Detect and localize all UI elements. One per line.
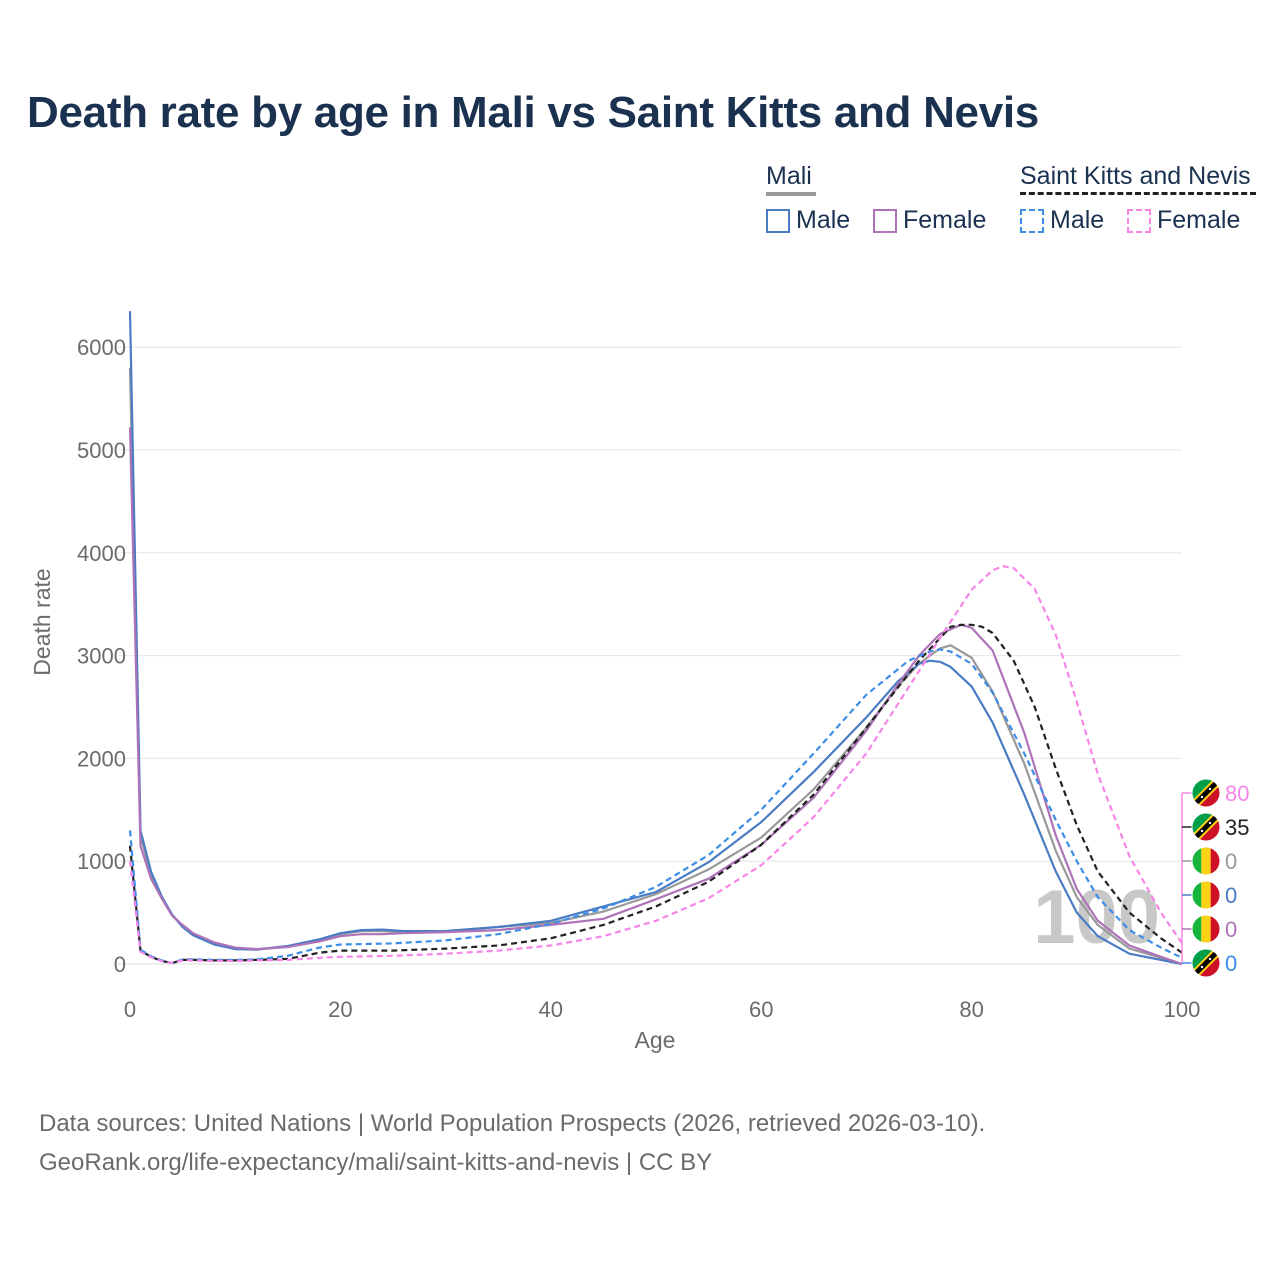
series-line-skn_female — [128, 565, 1183, 965]
mali-flag-icon — [1191, 914, 1221, 944]
saint-kitts-and-nevis-flag-icon — [1191, 812, 1221, 842]
y-tick-label-3000: 3000 — [77, 644, 126, 669]
y-tick-label-5000: 5000 — [77, 438, 126, 463]
x-tick-label-80: 80 — [959, 997, 983, 1022]
legend-mali-title-text: Mali — [766, 162, 812, 190]
legend-skn-female[interactable]: Female — [1127, 206, 1240, 235]
end-label-skn_female: 80 — [1182, 778, 1249, 808]
legend-skn-male[interactable]: Male — [1020, 206, 1104, 235]
y-tick-label-4000: 4000 — [77, 541, 126, 566]
footer-link[interactable]: GeoRank.org/life-expectancy/mali/saint-k… — [39, 1149, 713, 1176]
x-tick-label-0: 0 — [124, 997, 136, 1022]
mali-flag-icon — [1191, 846, 1221, 876]
end-label-value: 0 — [1225, 883, 1237, 908]
series-line-mali_male — [128, 311, 1183, 966]
end-label-skn_total: 35 — [1182, 812, 1249, 842]
end-label-value: 0 — [1225, 849, 1237, 874]
y-tick-label-0: 0 — [114, 952, 126, 977]
x-axis-title: Age — [635, 1027, 676, 1053]
end-label-mali_total: 0 — [1182, 846, 1237, 876]
saint-kitts-and-nevis-flag-icon — [1191, 948, 1221, 978]
end-label-value: 0 — [1225, 951, 1237, 976]
legend-skn-total-line — [1020, 192, 1256, 195]
axis-ticks: 0 1000 2000 3000 4000 5000 6000 0 20 40 60 80 100 — [77, 335, 1200, 1022]
legend-skn-title: Saint Kitts and Nevis — [1020, 162, 1256, 195]
y-axis-title: Death rate — [29, 568, 55, 675]
saint-kitts-and-nevis-flag-icon — [1191, 778, 1221, 808]
legend-mali-title: Mali — [766, 162, 816, 196]
legend-mali-total-line — [766, 192, 816, 196]
legend-skn-male-label: Male — [1050, 206, 1105, 234]
chart-title: Death rate by age in Mali vs Saint Kitts… — [27, 88, 1039, 137]
series-line-mali_total — [128, 367, 1183, 966]
x-tick-label-60: 60 — [749, 997, 773, 1022]
legend-skn-male-swatch — [1020, 208, 1044, 233]
y-tick-label-6000: 6000 — [77, 335, 126, 360]
end-label-value: 80 — [1225, 781, 1249, 806]
y-tick-label-2000: 2000 — [77, 746, 126, 771]
legend-mali-male-label: Male — [796, 206, 851, 234]
end-label-mali_female: 0 — [1182, 914, 1237, 944]
legend-mali-male[interactable]: Male — [766, 206, 850, 235]
end-label-value: 0 — [1225, 917, 1237, 942]
x-tick-label-40: 40 — [539, 997, 563, 1022]
series-line-skn_male — [128, 648, 1183, 965]
grid-lines — [118, 346, 1182, 965]
end-label-mali_male: 0 — [1182, 880, 1237, 910]
y-tick-label-1000: 1000 — [77, 849, 126, 874]
footer-sources: Data sources: United Nations | World Pop… — [39, 1110, 986, 1137]
legend-mali-male-swatch — [766, 208, 790, 233]
end-label-skn_male: 0 — [1182, 948, 1237, 978]
legend-skn-female-label: Female — [1157, 206, 1241, 234]
legend-mali-female[interactable]: Female — [873, 206, 986, 235]
series-line-mali_female — [128, 427, 1183, 966]
legend-mali-female-label: Female — [903, 206, 987, 234]
legend-skn-title-text: Saint Kitts and Nevis — [1020, 162, 1251, 190]
mali-flag-icon — [1191, 880, 1221, 910]
end-labels: 80 35 0 0 0 0 — [1181, 778, 1249, 978]
death-rate-chart: 0 1000 2000 3000 4000 5000 6000 0 20 40 60 80 100 10… — [29, 311, 1249, 1053]
legend-mali-female-swatch — [873, 208, 897, 233]
x-tick-label-20: 20 — [328, 997, 352, 1022]
series-lines — [128, 311, 1183, 966]
x-tick-label-100: 100 — [1164, 997, 1201, 1022]
end-label-value: 35 — [1225, 815, 1249, 840]
legend-skn-female-swatch — [1127, 208, 1151, 233]
